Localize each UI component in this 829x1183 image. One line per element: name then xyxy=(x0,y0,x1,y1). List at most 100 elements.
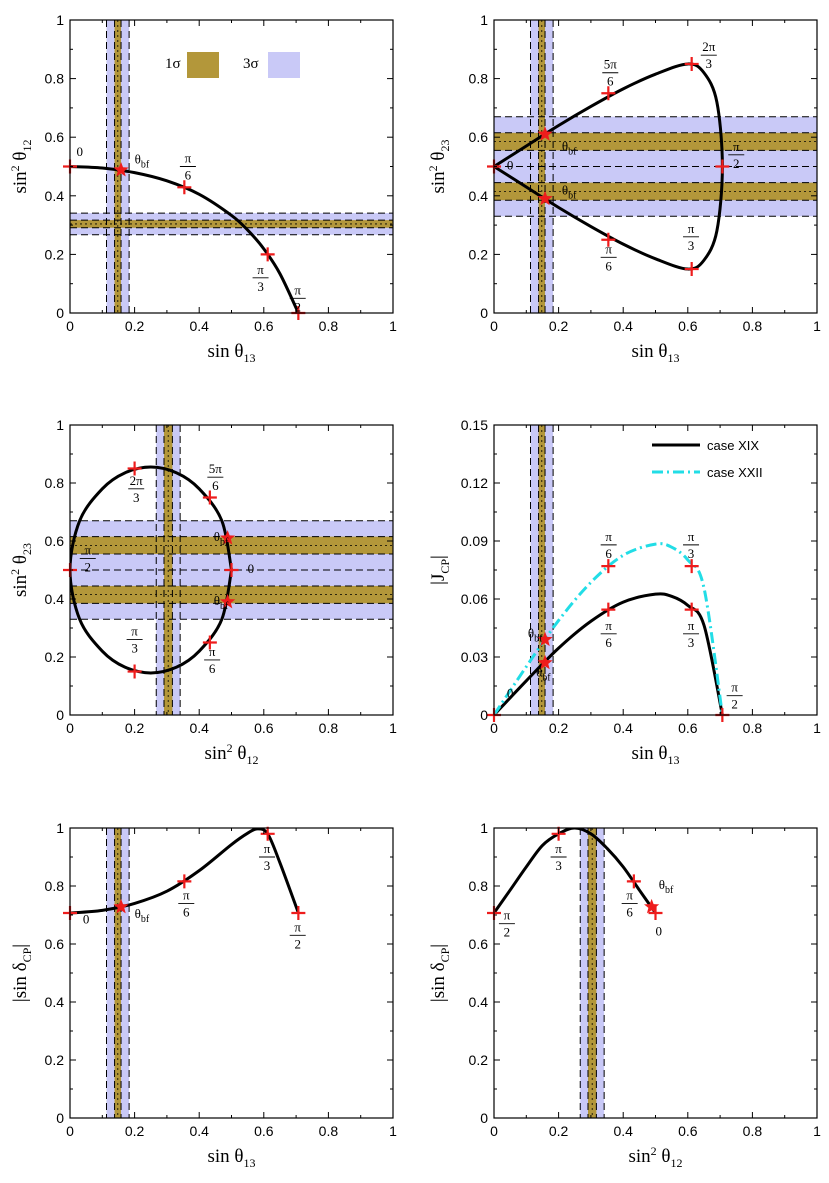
plus-marker xyxy=(684,262,699,277)
x-tick-label: 0.8 xyxy=(743,318,763,334)
y-tick-label: 0.4 xyxy=(45,994,65,1010)
plus-marker xyxy=(684,602,699,617)
x-axis-title: sin θ13 xyxy=(207,1146,255,1170)
marker-label-6: θbf​ xyxy=(214,593,229,612)
plus-marker xyxy=(601,602,616,617)
y-tick-label: 0.06 xyxy=(461,591,488,607)
y-tick-label: 1 xyxy=(56,12,64,28)
chart-panel-6: π2π3π6θbf​000.20.40.60.8100.20.40.60.81s… xyxy=(428,820,821,1170)
plus-marker xyxy=(127,664,142,679)
marker-label-7-den: 3 xyxy=(688,546,695,561)
x-tick-label: 0.2 xyxy=(125,1123,145,1139)
y-tick-label: 0.8 xyxy=(469,878,489,894)
marker-label-4: π3 xyxy=(252,262,269,294)
x-tick-label: 0.8 xyxy=(319,1123,339,1139)
marker-label-4-den: 3 xyxy=(257,279,264,294)
y-tick-label: 0 xyxy=(480,707,488,723)
plot-area xyxy=(70,425,393,715)
legend-label-1sigma: 1σ xyxy=(165,56,181,72)
x-tick-label: 0 xyxy=(66,720,74,736)
x-tick-label: 1 xyxy=(389,318,397,334)
marker-label-8-num: π xyxy=(731,680,738,695)
marker-label-3-den: 6 xyxy=(212,478,219,493)
marker-label-5-num: π xyxy=(294,282,301,297)
legend-sigma: 1σ 3σ xyxy=(165,52,300,78)
plot-area xyxy=(494,20,817,313)
x-axis-title: sin θ13 xyxy=(631,341,679,365)
marker-label-1: 0 xyxy=(507,157,514,172)
y-tick-label: 0.03 xyxy=(461,649,488,665)
marker-label-3: π6 xyxy=(621,887,638,919)
x-axis-title: sin2 θ12 xyxy=(628,1144,682,1170)
plus-marker xyxy=(260,826,275,841)
marker-label-1: 0 xyxy=(76,144,83,159)
marker-label-3: π6 xyxy=(179,151,196,183)
marker-label-3-num: π xyxy=(183,887,190,902)
x-tick-label: 0.4 xyxy=(189,1123,209,1139)
marker-label-4-num: π xyxy=(264,841,271,856)
marker-label-6: π2 xyxy=(728,139,745,171)
x-tick-label: 0 xyxy=(490,1123,498,1139)
y-tick-label: 0.2 xyxy=(469,246,489,262)
marker-label-1-num: π xyxy=(504,908,511,923)
marker-label-2: θbf​ xyxy=(135,152,150,171)
best-fit-star-marker xyxy=(113,898,129,914)
marker-label-2: θbf​ xyxy=(562,138,577,157)
marker-label-5-den: 3 xyxy=(688,635,695,650)
y-tick-label: 0.2 xyxy=(45,649,65,665)
plus-marker xyxy=(715,159,730,174)
marker-label-4-num: 5π xyxy=(604,57,618,72)
marker-label-6-den: 2 xyxy=(733,156,740,171)
plus-marker xyxy=(601,86,616,101)
best-fit-star-marker xyxy=(220,593,236,609)
marker-label-4-num: π xyxy=(257,262,264,277)
legend-label-case-xxii: case XXII xyxy=(707,465,763,480)
legend-swatch-1sigma xyxy=(187,52,219,78)
y-axis-title: |JCP| xyxy=(428,555,452,585)
x-axis-title: sin θ13 xyxy=(207,341,255,365)
marker-label-8-den: 3 xyxy=(688,238,695,253)
legend-cases: case XIX case XXII xyxy=(652,438,763,480)
marker-label-6-num: π xyxy=(605,529,612,544)
chart-panel-2: 0θbf​θbf​5π62π3π2π6π300.20.40.60.8100.20… xyxy=(426,12,821,365)
y-tick-label: 0.8 xyxy=(45,71,65,87)
best-fit-star-marker xyxy=(537,126,553,141)
marker-label-3: π6 xyxy=(178,887,195,919)
y-tick-label: 0 xyxy=(56,305,64,321)
x-tick-label: 1 xyxy=(389,1123,397,1139)
x-tick-label: 0.4 xyxy=(613,720,633,736)
y-tick-label: 0 xyxy=(56,707,64,723)
y-tick-label: 0.12 xyxy=(461,475,488,491)
marker-label-4: π6 xyxy=(600,618,617,650)
x-tick-label: 0.4 xyxy=(189,720,209,736)
marker-label-6-den: 6 xyxy=(605,546,612,561)
marker-label-2: 2π3 xyxy=(128,473,145,505)
legend-swatch-3sigma xyxy=(268,52,300,78)
axes-frame xyxy=(493,827,818,1119)
marker-label-1: π2 xyxy=(79,542,96,574)
x-tick-label: 0.4 xyxy=(613,1123,633,1139)
marker-label-1-num: π xyxy=(84,542,91,557)
y-tick-label: 0.8 xyxy=(469,71,489,87)
marker-label-8-num: π xyxy=(688,221,695,236)
marker-label-2: θbf​ xyxy=(536,664,551,683)
marker-label-8-num: π xyxy=(131,624,138,639)
y-tick-label: 0.6 xyxy=(45,129,65,145)
marker-label-5-num: π xyxy=(688,618,695,633)
y-tick-label: 0.6 xyxy=(45,533,65,549)
y-tick-label: 0.8 xyxy=(45,878,65,894)
marker-label-3: 5π6 xyxy=(207,461,224,493)
y-axis-title: sin2 θ12 xyxy=(8,139,34,193)
y-tick-label: 0.4 xyxy=(45,188,65,204)
x-tick-label: 0.4 xyxy=(613,318,633,334)
y-tick-label: 0.6 xyxy=(469,129,489,145)
marker-label-3-num: π xyxy=(626,887,633,902)
marker-label-5-num: 2π xyxy=(702,39,716,54)
y-tick-label: 0 xyxy=(56,1110,64,1126)
marker-label-5-den: 3 xyxy=(706,56,713,71)
marker-label-4: θbf​ xyxy=(214,529,229,548)
y-axis-title: |sin δCP| xyxy=(428,944,452,1002)
marker-label-4: θbf​ xyxy=(659,877,674,896)
chart-panel-5: 0θbf​π6π3π200.20.40.60.8100.20.40.60.81s… xyxy=(10,820,397,1170)
